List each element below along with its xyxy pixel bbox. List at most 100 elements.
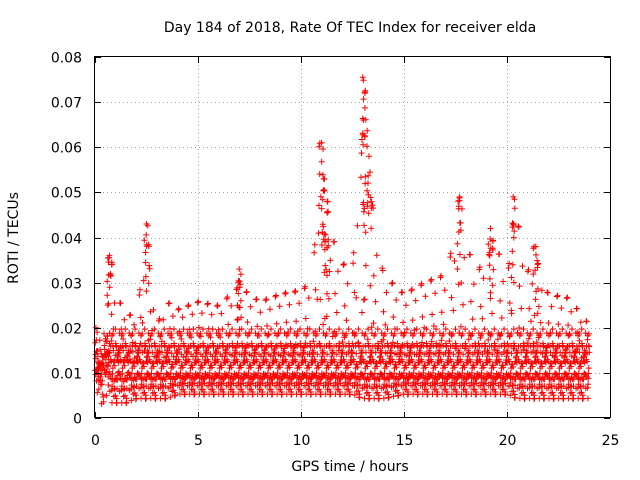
data-point	[277, 352, 284, 359]
data-point	[163, 353, 170, 360]
data-point	[372, 349, 379, 356]
data-point	[326, 376, 333, 383]
data-point	[501, 376, 508, 383]
data-point	[122, 375, 129, 382]
data-point	[120, 336, 127, 342]
data-point	[543, 350, 549, 357]
data-point	[429, 311, 436, 318]
data-point	[528, 318, 534, 325]
data-point	[185, 302, 192, 309]
data-point	[358, 350, 365, 357]
data-point	[506, 260, 513, 267]
data-point	[224, 294, 231, 301]
data-point	[105, 382, 112, 388]
data-point	[242, 349, 249, 356]
data-point	[549, 326, 556, 333]
data-point	[535, 303, 542, 310]
data-point	[451, 258, 458, 264]
data-point	[106, 368, 113, 375]
data-point	[316, 386, 323, 393]
data-point	[106, 350, 112, 357]
data-point	[535, 260, 542, 267]
data-point	[264, 322, 270, 329]
y-axis-label: ROTI / TECUs	[6, 192, 22, 284]
data-point	[539, 363, 546, 370]
data-point	[354, 222, 361, 229]
data-point	[253, 358, 260, 365]
data-point	[324, 351, 331, 358]
data-point	[462, 386, 468, 393]
data-point	[419, 313, 426, 320]
data-point	[124, 376, 130, 383]
data-point	[361, 132, 368, 139]
data-point	[412, 297, 419, 304]
data-point	[235, 277, 242, 284]
data-point	[265, 331, 272, 338]
data-point	[566, 370, 572, 377]
data-point	[103, 392, 110, 399]
data-point	[565, 322, 572, 329]
data-point	[510, 388, 517, 395]
y-tick-label: 0.05	[51, 186, 82, 202]
y-tick-label: 0	[73, 412, 82, 428]
data-point	[361, 222, 368, 229]
data-point	[195, 298, 202, 305]
data-point	[433, 376, 440, 383]
data-point	[457, 358, 464, 365]
data-point	[428, 358, 435, 365]
data-point	[461, 254, 468, 261]
data-point	[509, 220, 516, 227]
data-point	[199, 386, 206, 393]
data-point	[456, 349, 463, 356]
data-point	[350, 249, 357, 256]
data-point	[427, 278, 434, 284]
data-point	[300, 350, 307, 357]
x-tick-label: 25	[602, 433, 620, 449]
data-point	[105, 300, 112, 307]
data-point	[143, 221, 150, 227]
data-point	[235, 290, 242, 297]
data-point	[104, 302, 111, 309]
data-point	[104, 278, 111, 285]
data-point	[389, 358, 396, 365]
data-point	[176, 346, 183, 353]
data-point	[448, 294, 455, 301]
data-point	[300, 349, 307, 356]
data-point	[372, 298, 379, 305]
data-point	[474, 353, 481, 360]
data-point	[296, 386, 303, 393]
data-point	[218, 310, 225, 317]
data-point	[395, 392, 402, 399]
data-point	[194, 299, 201, 306]
data-point	[571, 353, 578, 360]
data-point	[325, 295, 332, 302]
data-point	[108, 337, 115, 344]
data-point	[253, 296, 260, 303]
data-point	[296, 300, 303, 307]
data-point	[324, 290, 330, 297]
data-point	[174, 349, 181, 356]
data-point	[585, 370, 592, 377]
data-point	[283, 358, 290, 365]
data-point	[324, 198, 331, 205]
data-point	[344, 280, 351, 287]
data-point	[360, 296, 367, 303]
data-point	[388, 280, 395, 287]
data-point	[190, 376, 197, 383]
data-point	[428, 276, 435, 283]
data-point	[455, 350, 462, 357]
data-point	[314, 330, 320, 337]
data-point	[465, 349, 472, 356]
data-point	[119, 330, 126, 337]
data-point	[263, 358, 270, 365]
data-point	[228, 352, 235, 359]
data-point	[391, 370, 398, 377]
data-point	[393, 297, 400, 303]
data-point	[510, 193, 517, 200]
data-point	[518, 360, 525, 367]
data-point	[257, 364, 264, 371]
data-point	[310, 349, 317, 356]
data-point	[372, 330, 379, 337]
data-point	[450, 307, 457, 314]
data-point	[520, 389, 527, 396]
